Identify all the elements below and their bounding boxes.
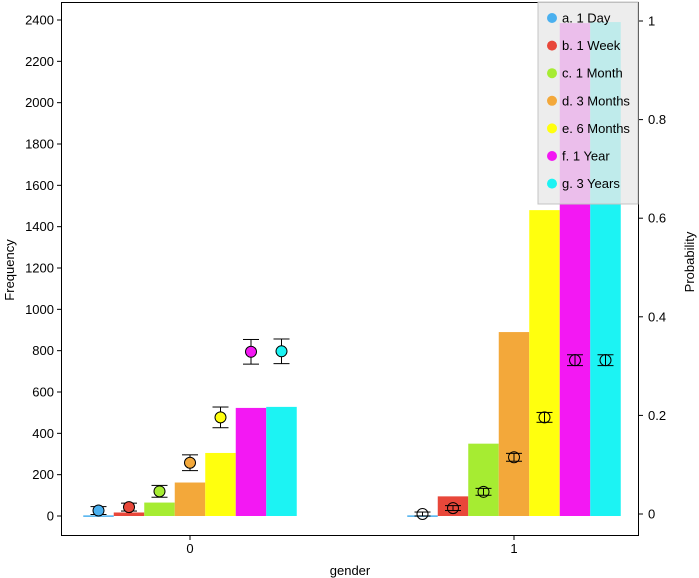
legend-label-3: d. 3 Months xyxy=(562,93,630,108)
probability-point-2-1 xyxy=(475,485,492,498)
bar-4-1 xyxy=(529,210,560,516)
probability-marker-5-0 xyxy=(245,345,257,358)
probability-marker-2-0 xyxy=(153,485,166,498)
probability-marker-4-1 xyxy=(538,411,551,424)
bar-1-0 xyxy=(113,512,145,516)
legend-label-1: b. 1 Week xyxy=(562,38,621,53)
legend-marker-2 xyxy=(547,68,557,79)
y-tick-label-11: 2200 xyxy=(25,54,54,69)
y-tick-label-12: 2400 xyxy=(25,13,54,28)
y-axis-label: Frequency xyxy=(2,239,17,301)
x-tick-label-0: 0 xyxy=(186,541,193,556)
y2-tick-label-3: 0.6 xyxy=(648,211,666,226)
y2-tick-label-5: 1 xyxy=(648,14,655,29)
probability-point-6-1 xyxy=(597,354,614,367)
bar-6-0 xyxy=(266,406,297,516)
y-tick-label-5: 1000 xyxy=(25,302,54,317)
legend-label-2: c. 1 Month xyxy=(562,66,623,81)
y-tick-label-6: 1200 xyxy=(25,261,54,276)
probability-point-1-1 xyxy=(445,502,461,515)
legend-item-0[interactable]: a. 1 Day xyxy=(547,11,611,26)
y-axis: 0 200 400 600 800 1000 1200 1400 1600 1800 2000 220… xyxy=(25,13,62,524)
legend-item-2[interactable]: c. 1 Month xyxy=(547,66,623,81)
y2-tick-label-4: 0.8 xyxy=(648,112,666,127)
probability-marker-6-0 xyxy=(275,345,288,358)
bar-5-0 xyxy=(235,407,267,516)
bar-2-0 xyxy=(144,502,175,516)
legend-marker-6 xyxy=(547,178,557,189)
y-tick-label-0: 0 xyxy=(47,509,54,524)
legend-item-1[interactable]: b. 1 Week xyxy=(547,38,621,53)
legend-label-4: e. 6 Months xyxy=(562,121,630,136)
legend-marker-5 xyxy=(547,151,557,161)
probability-marker-2-1 xyxy=(477,485,490,498)
y-tick-label-10: 2000 xyxy=(25,95,54,110)
legend-item-3[interactable]: d. 3 Months xyxy=(547,93,630,108)
probability-marker-3-1 xyxy=(508,451,520,464)
probability-marker-1-0 xyxy=(123,501,135,514)
legend-label-5: f. 1 Year xyxy=(562,149,610,164)
bar-4-0 xyxy=(205,452,236,516)
probability-point-1-0 xyxy=(121,501,137,514)
y-tick-label-8: 1600 xyxy=(25,178,54,193)
bar-2-1 xyxy=(468,443,499,516)
legend-label-0: a. 1 Day xyxy=(562,11,611,26)
probability-marker-3-0 xyxy=(184,456,196,469)
legend-marker-4 xyxy=(547,123,557,134)
bar-3-1 xyxy=(498,332,530,516)
plot-frame xyxy=(61,2,639,536)
x-tick-label-1: 1 xyxy=(510,541,517,556)
probability-points-layer xyxy=(90,338,614,520)
probability-marker-0-0 xyxy=(92,504,105,517)
bar-3-0 xyxy=(174,482,206,516)
legend-marker-1 xyxy=(547,40,557,51)
probability-marker-6-1 xyxy=(599,354,612,367)
probability-point-0-1 xyxy=(414,508,431,520)
legend-marker-0 xyxy=(547,13,557,23)
y2-tick-label-2: 0.4 xyxy=(648,309,666,324)
probability-point-6-0 xyxy=(273,338,290,365)
probability-point-3-1 xyxy=(506,451,522,464)
legend-item-5[interactable]: f. 1 Year xyxy=(547,149,610,164)
legend-label-6: g. 3 Years xyxy=(562,176,620,191)
probability-point-0-0 xyxy=(90,504,107,517)
probability-marker-0-1 xyxy=(416,508,429,520)
y-tick-label-4: 800 xyxy=(32,343,54,358)
legend-item-6[interactable]: g. 3 Years xyxy=(547,176,620,191)
probability-marker-5-1 xyxy=(569,354,581,367)
y2-axis-label: Probability xyxy=(682,231,697,292)
y-tick-label-2: 400 xyxy=(32,426,54,441)
probability-point-2-0 xyxy=(151,484,168,498)
x-axis-label: gender xyxy=(330,563,371,578)
legend-item-4[interactable]: e. 6 Months xyxy=(547,121,630,136)
probability-point-5-0 xyxy=(243,338,259,365)
y-tick-label-3: 600 xyxy=(32,385,54,400)
y-tick-label-1: 200 xyxy=(32,467,54,482)
probability-point-4-0 xyxy=(212,406,229,429)
probability-point-4-1 xyxy=(536,411,553,424)
probability-marker-1-1 xyxy=(447,502,459,515)
y2-tick-label-0: 0 xyxy=(648,507,655,522)
y2-tick-label-1: 0.2 xyxy=(648,408,666,423)
legend[interactable]: a. 1 Day b. 1 Week c. 1 Month d. 3 Months e.… xyxy=(537,1,639,205)
y-tick-label-7: 1400 xyxy=(25,219,54,234)
probability-point-3-0 xyxy=(182,454,198,472)
probability-point-5-1 xyxy=(567,354,583,367)
y-tick-label-9: 1800 xyxy=(25,137,54,152)
probability-marker-4-0 xyxy=(214,411,227,424)
y2-axis: 0 0.2 0.4 0.6 0.8 1 xyxy=(638,14,666,522)
legend-marker-3 xyxy=(547,95,557,106)
